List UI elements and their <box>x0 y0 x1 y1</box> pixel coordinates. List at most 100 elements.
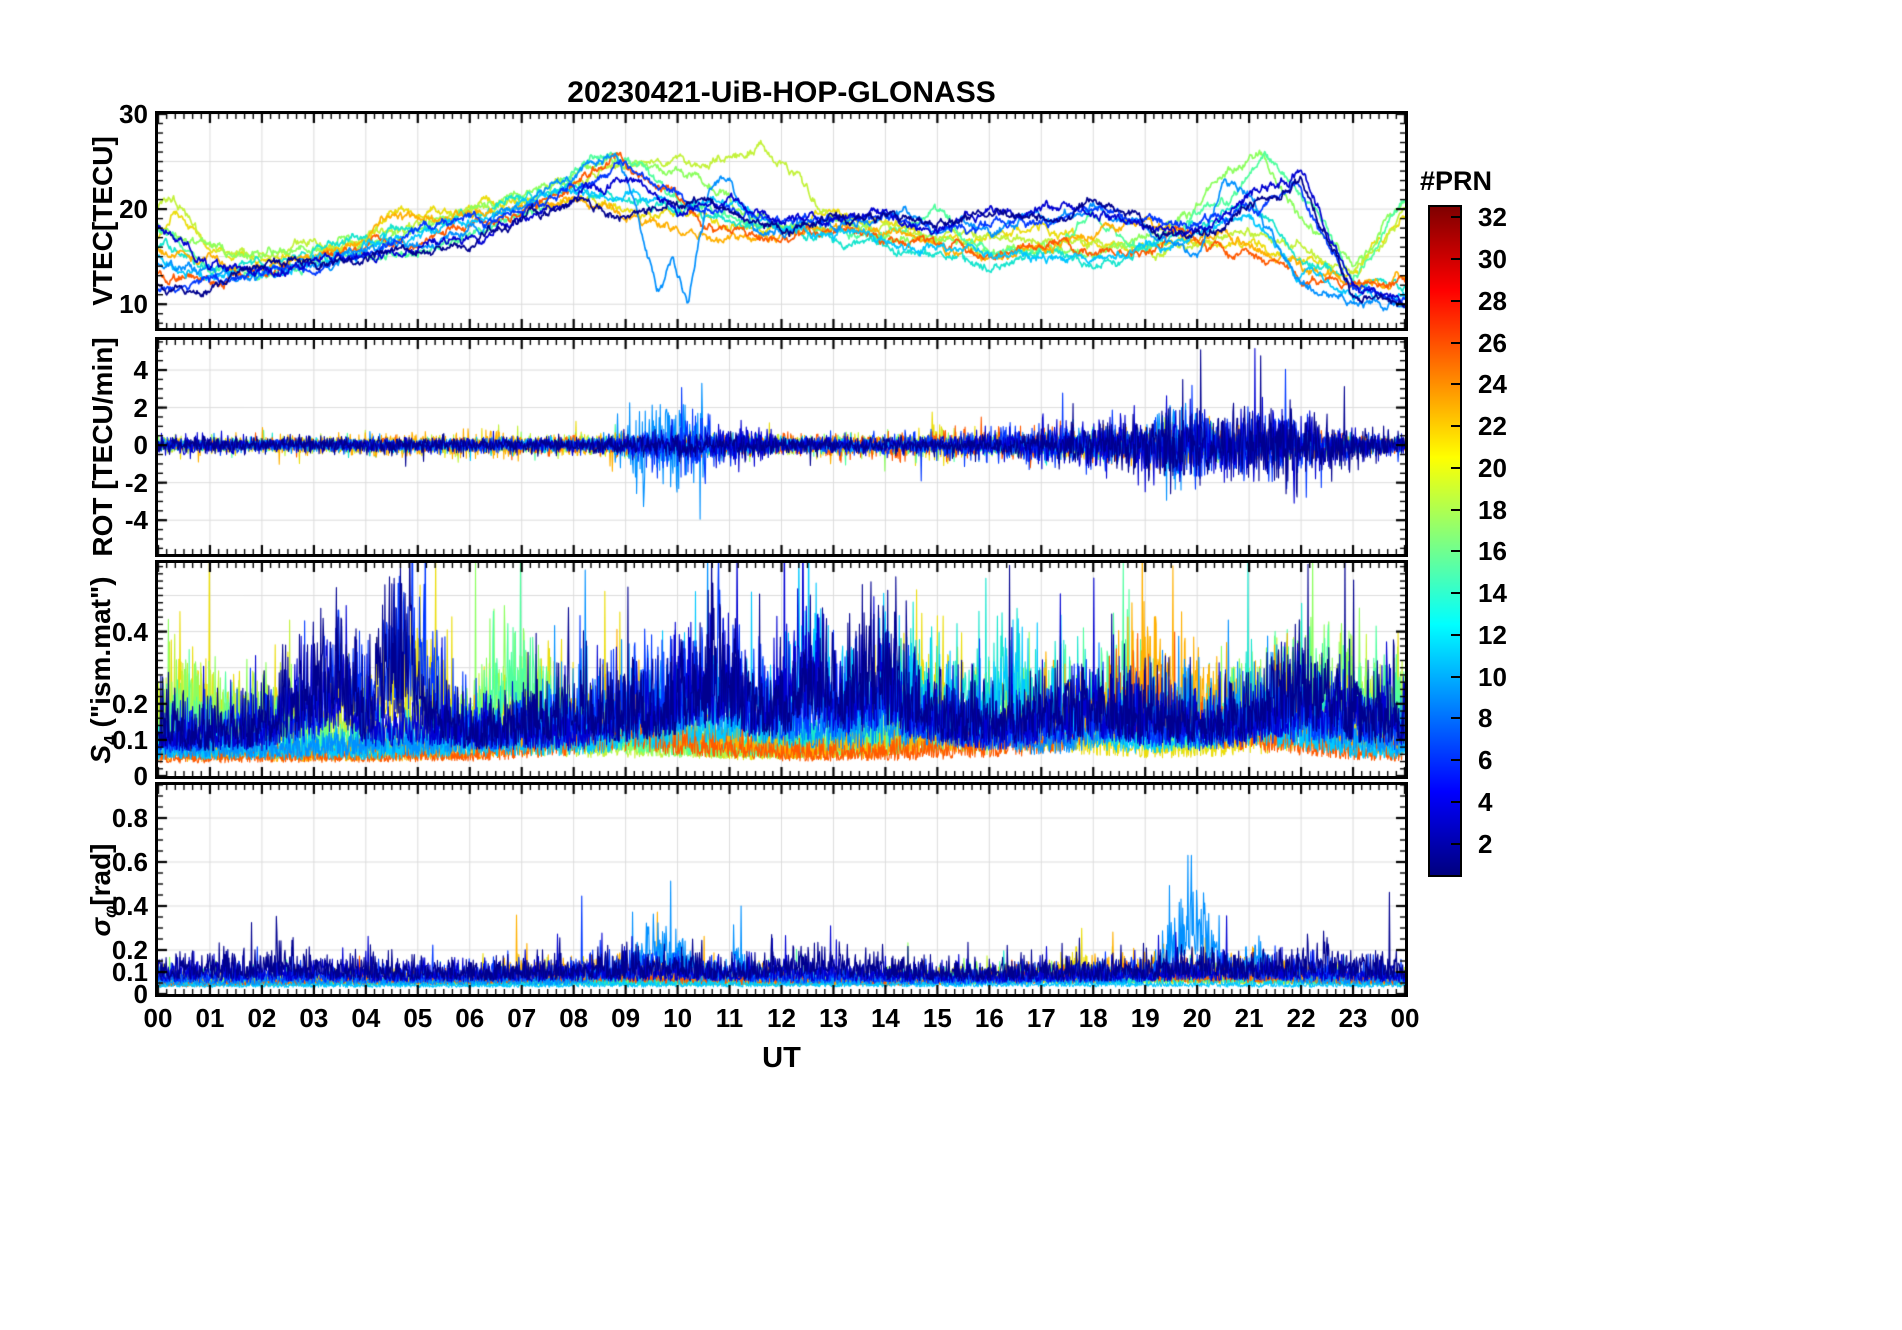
colorbar-tick-label: 8 <box>1478 703 1493 734</box>
colorbar-tick-mark <box>1451 759 1460 762</box>
s4-ytick-label: 0.4 <box>111 616 148 647</box>
s4-ytick-label: 0.1 <box>111 724 148 755</box>
x-tick-label: 02 <box>247 1003 277 1033</box>
x-tick-label: 03 <box>299 1003 329 1033</box>
sig-ytick-label: 0 <box>133 979 148 1009</box>
s4-ytick-label: 0.2 <box>111 688 148 719</box>
x-tick-label: 14 <box>870 1003 900 1033</box>
s4-ylabel-part: ("ism.mat") <box>84 575 116 735</box>
x-tick-label: 17 <box>1026 1003 1056 1033</box>
x-tick-label: 23 <box>1338 1003 1368 1033</box>
vtec-y-axis-label: VTEC[TECU] <box>87 136 119 306</box>
sig-ytick-label: 0.1 <box>111 957 148 987</box>
prn-colorbar <box>1428 205 1462 877</box>
sig-ylabel-part: σ <box>84 917 116 937</box>
colorbar-tick-mark <box>1451 466 1460 469</box>
rot-ytick-label: 4 <box>133 355 148 386</box>
colorbar-tick-mark <box>1451 216 1460 219</box>
colorbar-tick-label: 30 <box>1478 244 1507 275</box>
rot-ytick-label: 0 <box>133 430 148 461</box>
colorbar-tick-label: 26 <box>1478 327 1507 358</box>
rot-y-axis-label: ROT [TECU/min] <box>87 337 119 556</box>
sig-ytick-label: 0.4 <box>111 891 148 921</box>
sig-plot-canvas <box>158 785 1405 994</box>
rot-panel <box>155 337 1408 557</box>
sig-ytick-label: 0.8 <box>111 803 148 833</box>
x-axis-label: UT <box>762 1042 801 1074</box>
colorbar-tick-label: 4 <box>1478 786 1493 817</box>
colorbar-tick-mark <box>1451 717 1460 720</box>
vtec-panel <box>155 111 1408 331</box>
x-tick-label: 01 <box>195 1003 225 1033</box>
x-tick-label: 00 <box>1390 1003 1420 1033</box>
sig-ylabel-part: φ <box>100 905 121 918</box>
s4-ylabel-part: 4 <box>100 734 121 745</box>
colorbar-tick-mark <box>1451 633 1460 636</box>
vtec-plot-canvas <box>158 114 1405 328</box>
x-tick-label: 13 <box>818 1003 848 1033</box>
colorbar-tick-mark <box>1451 675 1460 678</box>
colorbar-tick-label: 14 <box>1478 578 1507 609</box>
s4-ylabel-part: S <box>84 744 116 764</box>
colorbar-label: #PRN <box>1420 166 1493 196</box>
x-tick-label: 11 <box>715 1003 744 1033</box>
sig-ytick-label: 0.2 <box>111 935 148 965</box>
x-tick-label: 19 <box>1130 1003 1160 1033</box>
colorbar-tick-mark <box>1451 508 1460 511</box>
colorbar-tick-label: 28 <box>1478 285 1507 316</box>
vtec-ytick-label: 20 <box>119 194 148 225</box>
x-tick-label: 00 <box>143 1003 173 1033</box>
colorbar-tick-mark <box>1451 258 1460 261</box>
x-tick-label: 06 <box>455 1003 485 1033</box>
colorbar-tick-mark <box>1451 341 1460 344</box>
sig-y-axis-label: σφ[rad] <box>85 843 121 936</box>
sig-ytick-label: 0.6 <box>111 847 148 877</box>
x-tick-label: 08 <box>559 1003 589 1033</box>
colorbar-tick-label: 2 <box>1478 828 1493 859</box>
colorbar-tick-label: 22 <box>1478 411 1507 442</box>
x-tick-label: 16 <box>974 1003 1004 1033</box>
vtec-ylabel-part: VTEC[TECU] <box>87 136 118 306</box>
colorbar-tick-mark <box>1451 842 1460 845</box>
x-tick-label: 15 <box>922 1003 952 1033</box>
vtec-ytick-label: 10 <box>119 289 148 320</box>
s4-plot-canvas <box>158 563 1405 776</box>
x-tick-label: 07 <box>507 1003 537 1033</box>
rot-ylabel-part: ROT [TECU/min] <box>87 337 118 557</box>
colorbar-tick-label: 6 <box>1478 745 1493 776</box>
rot-ytick-label: 2 <box>133 392 148 423</box>
sig-ylabel-part: [rad] <box>84 842 116 906</box>
x-tick-label: 18 <box>1078 1003 1108 1033</box>
rot-ytick-label: -4 <box>124 505 148 536</box>
x-tick-label: 20 <box>1182 1003 1212 1033</box>
colorbar-tick-label: 10 <box>1478 661 1507 692</box>
colorbar-tick-label: 18 <box>1478 494 1507 525</box>
colorbar-tick-mark <box>1451 592 1460 595</box>
chart-title: 20230421-UiB-HOP-GLONASS <box>567 76 996 109</box>
x-tick-label: 22 <box>1286 1003 1316 1033</box>
rot-ytick-label: -2 <box>124 467 148 498</box>
s4-ytick-label: 0 <box>133 761 148 791</box>
colorbar-tick-mark <box>1451 800 1460 803</box>
s4-y-axis-label: S4 ("ism.mat") <box>85 576 121 763</box>
x-tick-label: 05 <box>403 1003 433 1033</box>
s4-panel <box>155 560 1408 779</box>
rot-plot-canvas <box>158 340 1405 554</box>
x-tick-label: 09 <box>611 1003 641 1033</box>
x-tick-label: 10 <box>663 1003 693 1033</box>
colorbar-tick-label: 20 <box>1478 452 1507 483</box>
x-tick-label: 12 <box>767 1003 796 1033</box>
sigma-phi-panel <box>155 782 1408 997</box>
colorbar-tick-mark <box>1451 299 1460 302</box>
x-tick-label: 21 <box>1234 1003 1264 1033</box>
colorbar-tick-label: 16 <box>1478 536 1507 567</box>
colorbar-tick-mark <box>1451 550 1460 553</box>
x-tick-label: 04 <box>351 1003 381 1033</box>
vtec-ytick-label: 30 <box>119 99 148 129</box>
colorbar-tick-label: 32 <box>1478 202 1507 233</box>
colorbar-tick-mark <box>1451 383 1460 386</box>
colorbar-tick-mark <box>1451 425 1460 428</box>
colorbar-tick-label: 24 <box>1478 369 1507 400</box>
colorbar-tick-label: 12 <box>1478 619 1507 650</box>
